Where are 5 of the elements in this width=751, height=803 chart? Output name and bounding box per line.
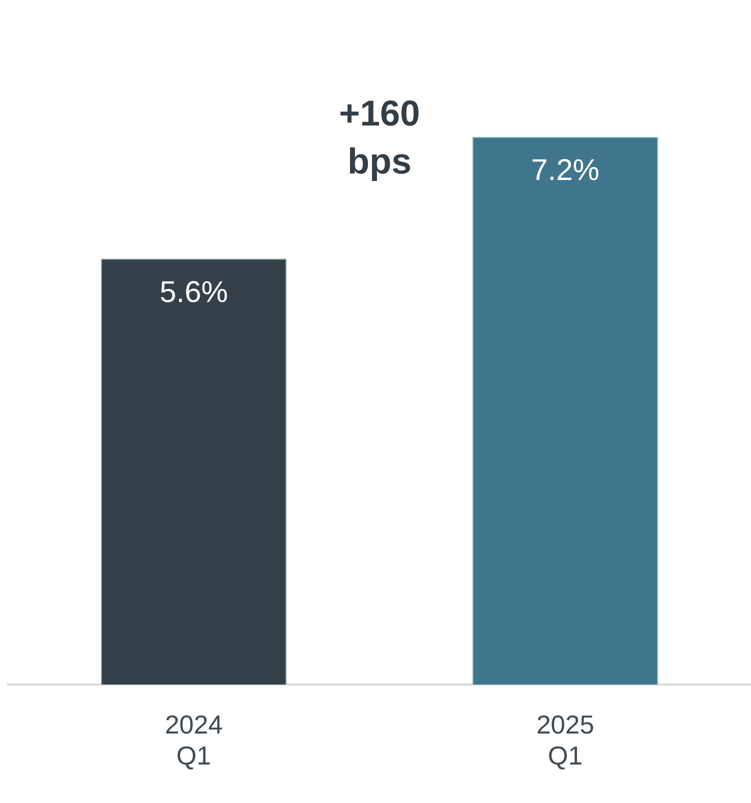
annotation: +160 bps (338, 92, 420, 182)
x-tick-label: 2025 Q1 (536, 709, 594, 771)
data-label: 7.2% (531, 154, 600, 188)
x-tick-label: 2024 Q1 (164, 709, 223, 771)
data-label: 5.6% (160, 276, 228, 309)
